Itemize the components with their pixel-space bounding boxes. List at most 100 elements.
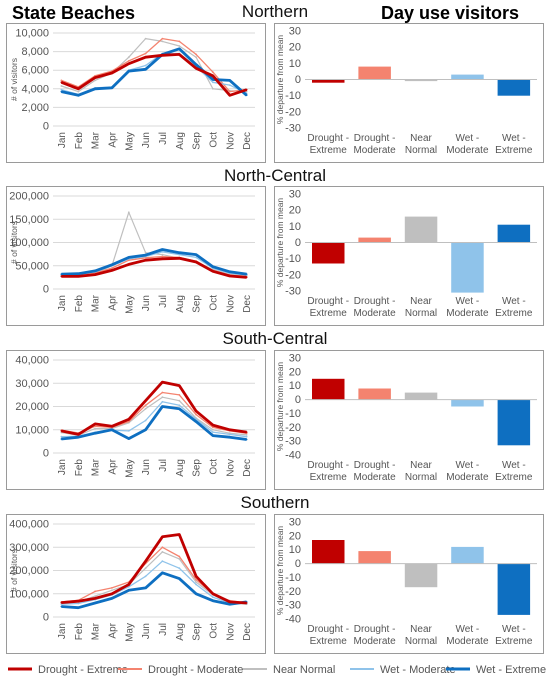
x-tick-label: May	[124, 295, 135, 314]
series-line	[61, 256, 247, 279]
data-point	[60, 605, 63, 608]
data-point	[161, 37, 164, 40]
y-tick-label: 200,000	[9, 191, 49, 203]
data-point	[245, 431, 248, 433]
data-point	[60, 273, 63, 275]
data-point	[161, 391, 164, 394]
data-point	[94, 597, 96, 600]
bar	[497, 79, 531, 96]
data-point	[111, 425, 113, 428]
y-tick-label: 0	[43, 448, 49, 460]
data-point	[245, 434, 248, 436]
x-category-label: Wet -	[456, 296, 480, 307]
data-point	[127, 256, 130, 259]
data-point	[212, 71, 214, 73]
data-point	[195, 63, 198, 66]
y-axis-label: # of visitors	[9, 549, 19, 592]
data-point	[212, 592, 214, 595]
data-point	[127, 263, 130, 266]
data-point	[127, 420, 130, 423]
data-point	[144, 587, 147, 589]
data-point	[94, 76, 96, 79]
data-point	[94, 273, 96, 276]
x-tick-label: Feb	[74, 295, 85, 313]
bar	[404, 79, 438, 82]
data-point	[161, 535, 164, 538]
x-category-label: Extreme	[310, 145, 348, 156]
y-tick-label: 150,000	[9, 214, 49, 226]
data-point	[77, 436, 80, 439]
data-point	[161, 54, 164, 57]
x-category-label: Extreme	[495, 636, 533, 647]
x-tick-label: Nov	[225, 132, 236, 150]
y-tick-label: 4,000	[21, 83, 49, 95]
x-category-label: Moderate	[446, 636, 489, 647]
x-tick-label: Nov	[225, 459, 236, 477]
x-tick-label: Nov	[225, 623, 236, 641]
data-point	[212, 428, 214, 431]
data-point	[60, 435, 63, 438]
y-tick-label: -30	[285, 600, 301, 612]
x-category-label: Moderate	[353, 472, 396, 483]
data-point	[178, 45, 181, 47]
y-tick-label: 2,000	[21, 102, 49, 114]
x-tick-label: Nov	[225, 295, 236, 313]
data-point	[161, 248, 164, 251]
data-point	[111, 87, 113, 89]
y-tick-label: 0	[43, 284, 49, 296]
y-tick-label: -40	[285, 450, 301, 462]
x-tick-label: May	[124, 132, 135, 151]
region-title-north-central: North-Central	[223, 166, 327, 185]
y-tick-label: -10	[285, 90, 301, 102]
x-tick-label: Feb	[74, 459, 85, 477]
y-tick-label: -20	[285, 106, 301, 118]
x-tick-label: Mar	[91, 131, 102, 149]
data-point	[178, 558, 181, 560]
bar	[312, 540, 345, 564]
data-point	[144, 64, 147, 67]
data-point	[60, 438, 63, 440]
data-point	[161, 381, 164, 383]
data-point	[212, 81, 214, 84]
y-tick-label: -40	[285, 614, 301, 626]
x-tick-label: Oct	[208, 295, 219, 311]
y-axis-label: # of visitors	[9, 221, 19, 264]
bar	[451, 74, 484, 80]
data-point	[228, 90, 231, 93]
series-line	[61, 248, 247, 276]
data-point	[94, 427, 96, 430]
y-tick-label: 0	[295, 237, 301, 249]
x-tick-label: Apr	[107, 131, 118, 147]
data-point	[94, 423, 96, 425]
data-point	[195, 581, 198, 583]
x-tick-label: Dec	[242, 459, 253, 477]
data-point	[111, 267, 113, 269]
legend-label: Drought - Moderate	[148, 664, 243, 676]
y-tick-label: 20,000	[15, 401, 49, 413]
x-tick-label: Oct	[208, 132, 219, 148]
y-tick-label: -20	[285, 269, 301, 281]
x-tick-label: Dec	[242, 295, 253, 313]
x-tick-label: Jun	[141, 295, 152, 311]
data-point	[77, 433, 80, 436]
data-point	[94, 432, 96, 435]
x-tick-label: Feb	[74, 132, 85, 150]
data-point	[178, 394, 181, 396]
y-tick-label: 20	[289, 42, 301, 54]
y-tick-label: -30	[285, 286, 301, 298]
data-point	[161, 255, 164, 258]
data-point	[228, 436, 231, 439]
data-point	[178, 577, 181, 580]
data-point	[127, 430, 130, 432]
data-point	[195, 413, 198, 416]
data-point	[161, 560, 164, 563]
x-tick-label: May	[124, 459, 135, 478]
bar-panel-north-central: -30 -20 -10 0 10 20 30 % departure from mean Dro…	[274, 186, 544, 326]
x-category-label: Drought -	[354, 460, 396, 471]
y-tick-label: 30,000	[15, 378, 49, 390]
x-category-label: Drought -	[307, 460, 349, 471]
data-point	[127, 60, 130, 62]
y-tick-label: 8,000	[21, 46, 49, 58]
data-point	[228, 433, 231, 436]
data-point	[77, 87, 80, 90]
